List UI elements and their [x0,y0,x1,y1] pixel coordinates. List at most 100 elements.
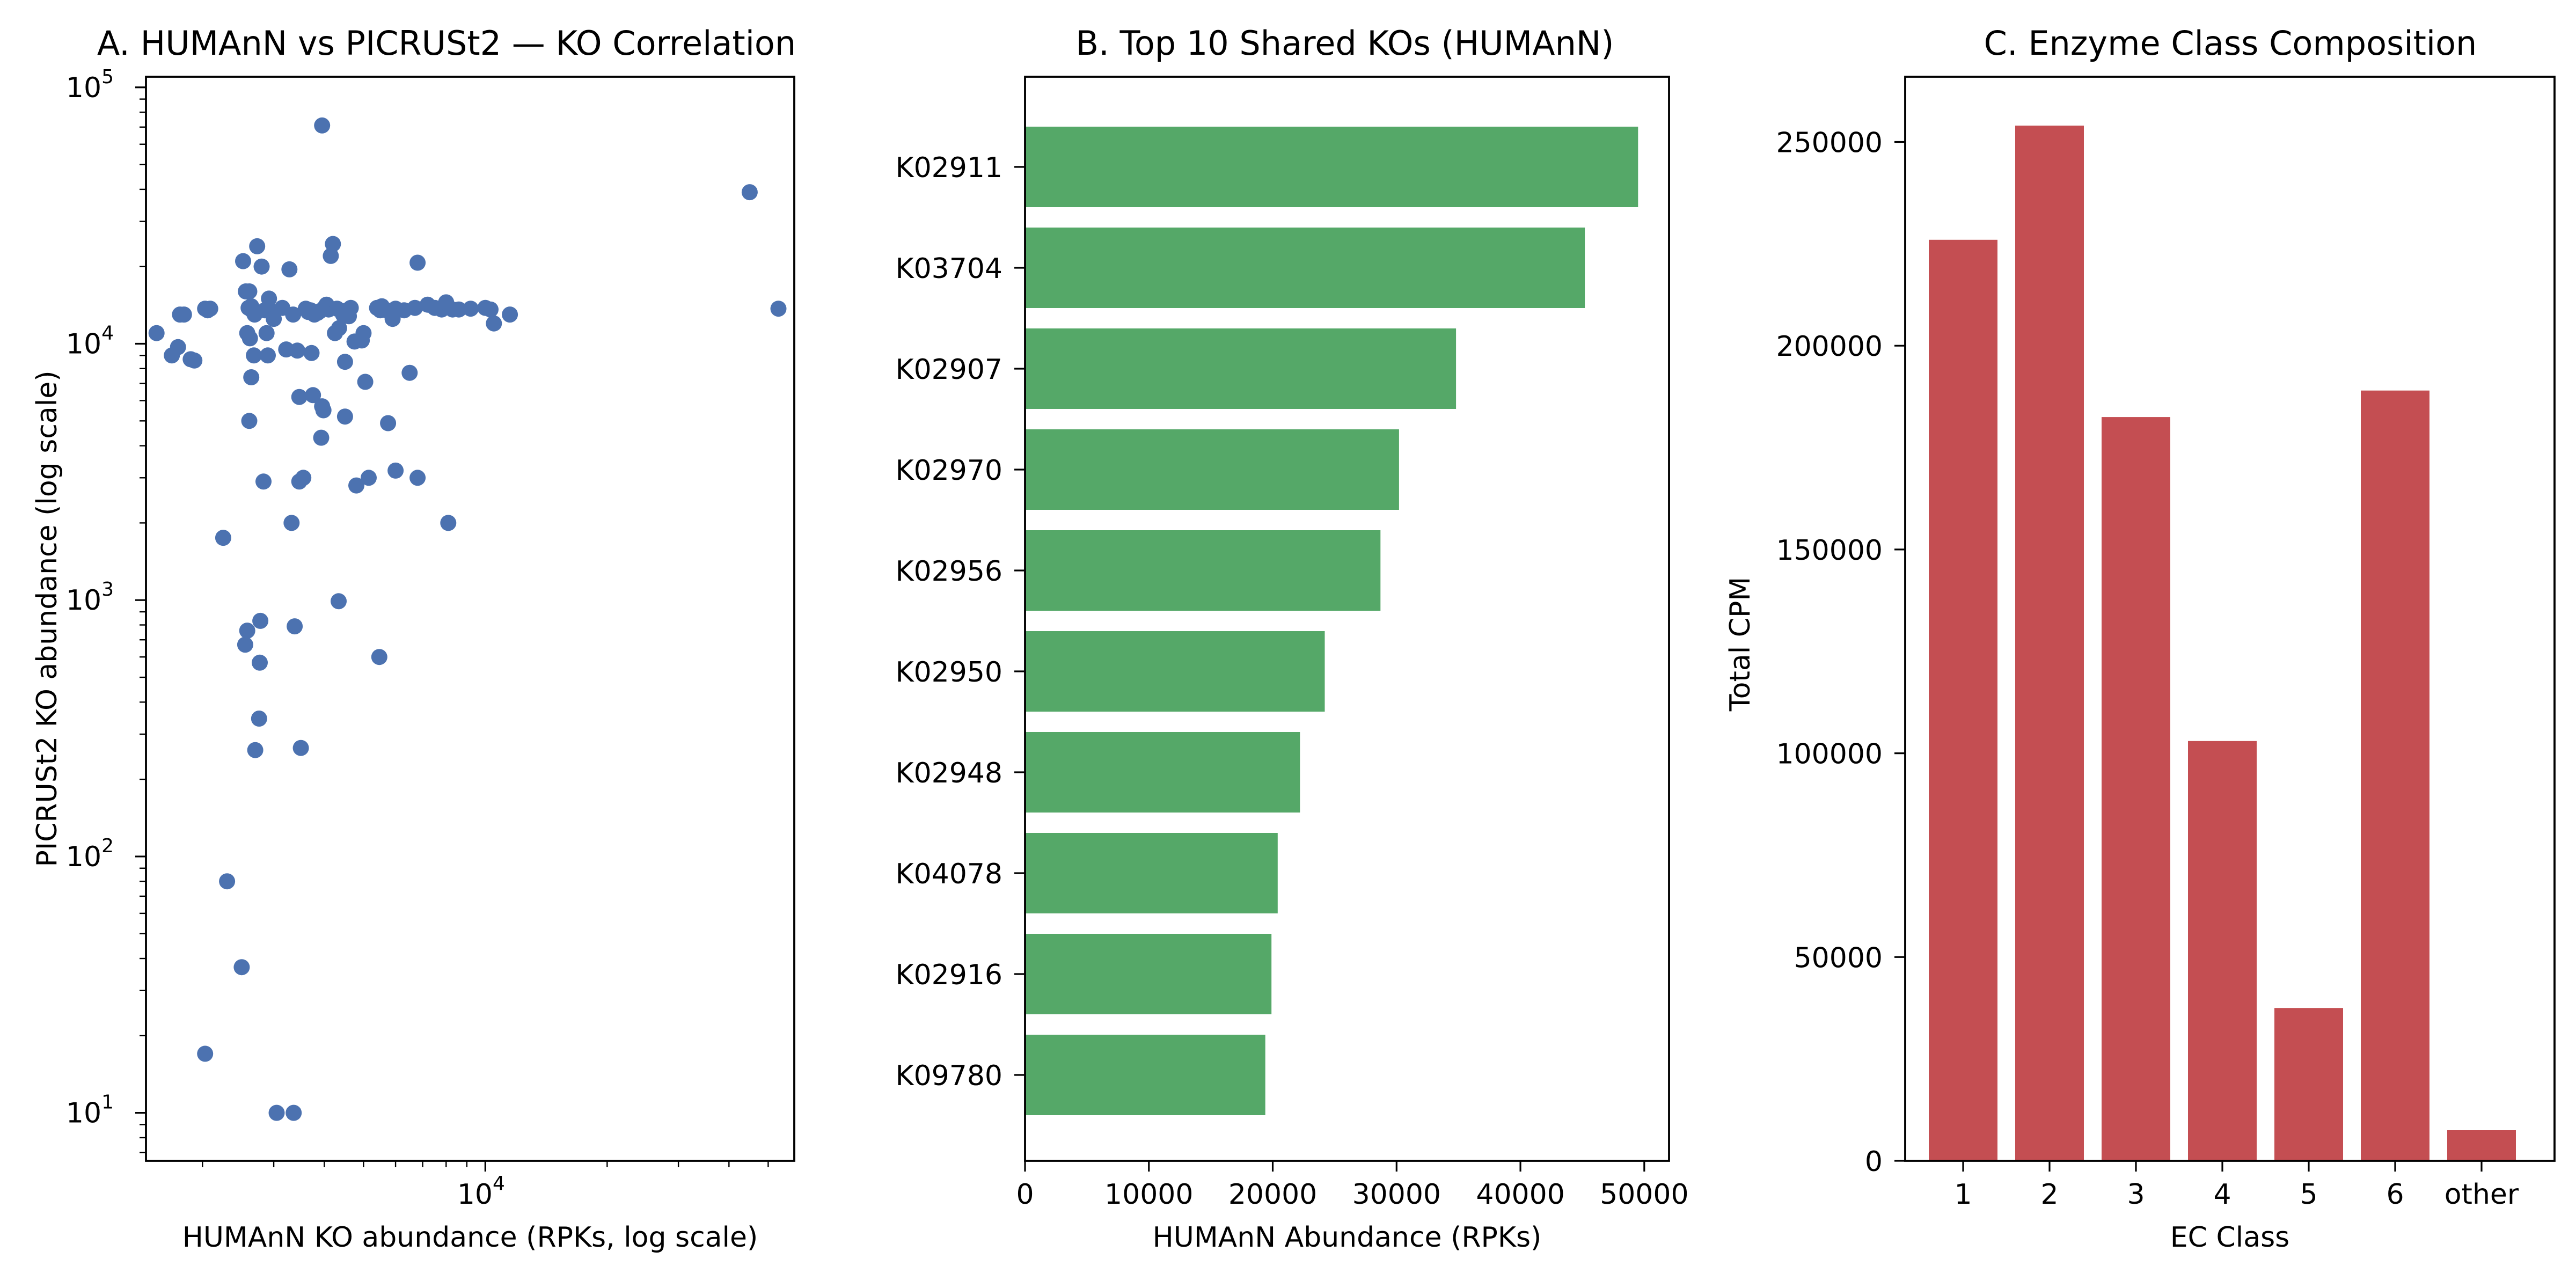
y-tick-exponent: 2 [101,835,114,857]
scatter-point [260,347,276,364]
ec-class-bar [2102,417,2170,1161]
y-tick-label: 100000 [1776,738,1883,771]
scatter-point [241,413,258,429]
ec-class-label: 2 [2040,1179,2058,1211]
scatter-point [314,117,331,134]
ko-label: K02950 [895,656,1002,689]
scatter-point [313,429,330,446]
ko-bar [1025,127,1638,207]
scatter-point [237,636,253,653]
x-tick-label: 30000 [1352,1179,1441,1211]
x-tick-label: 10000 [1104,1179,1193,1211]
y-tick-exponent: 5 [101,66,114,88]
scatter-point [285,306,302,323]
ec-class-label: 1 [1954,1179,1972,1211]
scatter-y-axis-label: PICRUSt2 KO abundance (log scale) [31,370,63,867]
scatter-point [409,470,426,486]
scatter-point [287,618,303,635]
scatter-axis-ticks: 104 101 102 103 104 105 [66,66,769,1211]
ec-class-bar [2015,126,2084,1161]
scatter-point [407,299,423,316]
x-tick-label: 40000 [1476,1179,1564,1211]
scatter-point [292,740,309,756]
scatter-point [303,345,320,361]
enzyme-class-title: C. Enzyme Class Composition [1984,24,2477,63]
y-tick-exponent: 1 [101,1092,114,1114]
y-tick-label: 150000 [1776,535,1883,567]
enzyme-class-panel: C. Enzyme Class Composition 1 2 3 4 5 6 other 0… [1724,24,2556,1254]
scatter-point [148,325,165,341]
ec-class-label: 5 [2300,1179,2317,1211]
ko-bar [1025,429,1399,510]
scatter-point [323,247,339,264]
scatter-point [295,470,312,486]
scatter-point [219,873,236,890]
scatter-panel: A. HUMAnN vs PICRUSt2 — KO Correlation 1… [31,24,796,1254]
ko-bar [1025,328,1457,409]
scatter-point [239,623,255,639]
y-tick-label: 103 [66,579,114,617]
ko-bar [1025,934,1272,1014]
scatter-point [325,236,341,252]
scatter-point [371,649,387,665]
scatter-point [355,325,372,341]
ko-label: K02948 [895,757,1002,789]
y-tick-label: 0 [1865,1146,1883,1178]
scatter-point [401,364,418,381]
ec-class-bar [1929,239,1997,1161]
y-tick-label: 200000 [1776,331,1883,363]
scatter-point [331,593,347,610]
y-tick-label: 50000 [1794,942,1883,974]
scatter-point [348,477,364,494]
scatter-point [258,325,275,341]
scatter-point [233,959,250,976]
y-tick-label: 105 [66,66,114,104]
y-tick-label: 102 [66,835,114,873]
enzyme-class-frame [1904,76,2556,1162]
enzyme-class-bars [1929,126,2516,1161]
x-tick-label: 50000 [1600,1179,1688,1211]
ko-bar [1025,228,1585,308]
x-tick-label: 20000 [1228,1179,1317,1211]
scatter-point [502,306,518,323]
ko-bar [1025,732,1300,813]
y-tick-label: 104 [66,322,114,360]
ec-class-label: 4 [2213,1179,2231,1211]
ko-bar [1025,833,1278,913]
scatter-points [148,117,787,1121]
scatter-point [186,352,203,369]
scatter-point [291,389,308,405]
scatter-point [440,515,457,531]
y-tick-label: 250000 [1776,127,1883,159]
y-tick-exponent: 4 [101,322,114,344]
ko-label: K03704 [895,253,1002,285]
scatter-point [741,184,758,201]
scatter-point [235,253,251,269]
scatter-point [463,301,479,317]
scatter-point [283,515,300,531]
scatter-point [251,711,267,727]
y-tick-exponent: 3 [101,579,114,601]
enzyme-class-y-axis-label: Total CPM [1724,577,1757,712]
scatter-point [336,354,353,370]
ko-label: K09780 [895,1060,1002,1092]
scatter-point [357,374,374,390]
scatter-point [243,369,260,385]
scatter-frame [145,76,795,1162]
x-tick-label: 104 [457,1173,505,1211]
scatter-point [770,301,787,317]
scatter-point [246,347,262,364]
ec-class-bar [2274,1008,2343,1161]
y-tick-label: 101 [66,1092,114,1130]
scatter-point [486,315,502,332]
ko-bar [1025,1035,1265,1115]
scatter-point [268,1104,285,1121]
scatter-point [342,299,359,316]
ko-label: K02916 [895,959,1002,991]
top-kos-title: B. Top 10 Shared KOs (HUMAnN) [1076,24,1614,63]
ko-label: K04078 [895,858,1002,890]
scatter-point [170,339,186,355]
ec-class-label: other [2445,1179,2519,1211]
scatter-point [252,654,268,671]
